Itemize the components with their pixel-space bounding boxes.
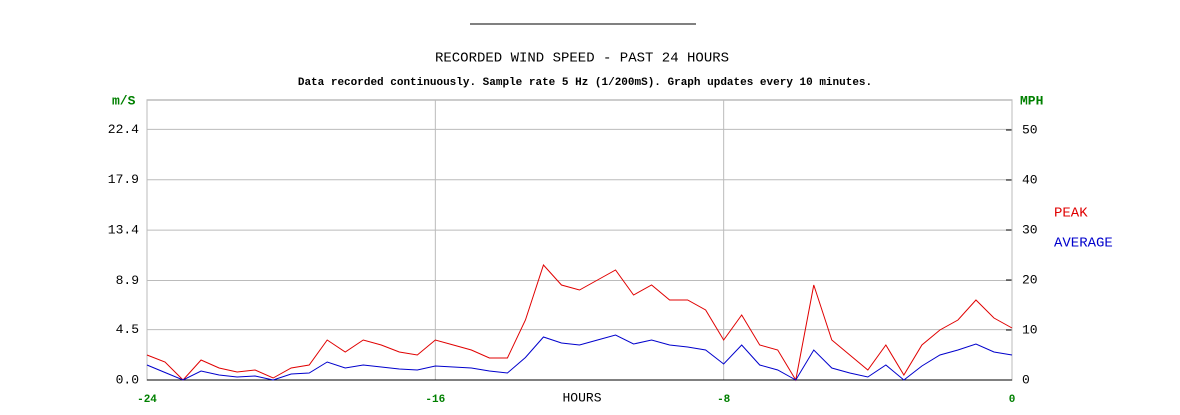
y2-tick-label: 20 [1022,272,1038,287]
y-tick-label: 22.4 [108,122,139,137]
y-tick-label: 13.4 [108,223,139,238]
x-axis-label: HOURS [562,390,601,405]
legend-entry: AVERAGE [1054,236,1113,252]
data-line [146,334,1013,381]
x-tick-label: 0 [1009,394,1016,406]
y-axis-label: m/S [112,93,136,108]
y2-tick-label: 0 [1022,372,1030,387]
chart-subtitle: Data recorded continuously. Sample rate … [298,77,872,89]
chart-title: RECORDED WIND SPEED - PAST 24 HOURS [435,51,729,67]
x-tick-label: -8 [717,394,731,406]
y2-tick-label: 30 [1022,222,1038,237]
y-tick-label: 4.5 [116,322,139,337]
y-tick-label: 8.9 [116,273,139,288]
y2-axis-label: MPH [1020,93,1043,108]
y2-tick-label: 40 [1022,172,1038,187]
y2-tick-label: 10 [1022,322,1038,337]
x-tick-label: -16 [425,394,445,406]
y2-tick-label: 50 [1022,122,1038,137]
y-tick-label: 17.9 [108,172,139,187]
data-line [146,264,1013,382]
plot-area [146,99,1013,381]
legend-entry: PEAK [1054,206,1088,222]
x-tick-label: -24 [137,394,157,406]
y-tick-label: 0.0 [116,372,139,387]
